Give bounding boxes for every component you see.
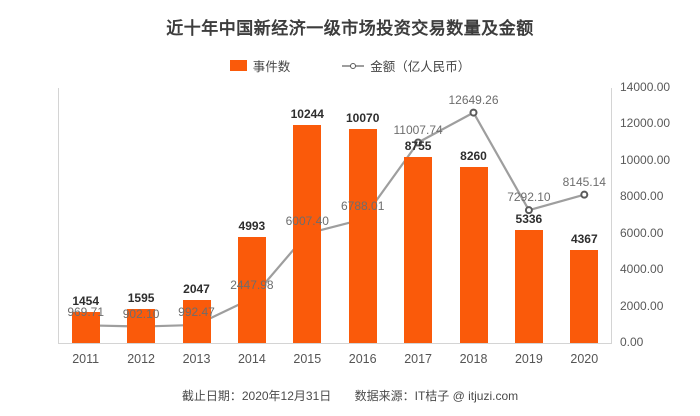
bar-2011[interactable] xyxy=(71,312,100,343)
x-axis-tick: 2011 xyxy=(72,352,100,366)
x-axis-tick: 2014 xyxy=(237,352,266,366)
y-axis-right-tick: 6000.00 xyxy=(620,225,664,240)
bar-2018[interactable] xyxy=(459,167,488,343)
chart-legend: 事件数 金额（亿人民币） xyxy=(0,56,700,75)
bar-value-label: 8755 xyxy=(404,138,432,153)
plot-area: 0200040006000800010000120000.002000.0040… xyxy=(58,80,670,366)
y-axis-right-tick: 12000.00 xyxy=(620,116,671,131)
y-axis-right-tick: 0.00 xyxy=(620,335,644,349)
x-axis-tick: 2017 xyxy=(404,352,432,366)
bar-2015[interactable] xyxy=(293,125,322,343)
legend-label-amount: 金额（亿人民币） xyxy=(370,60,471,74)
legend-item-events[interactable]: 事件数 xyxy=(229,56,291,75)
legend-label-events: 事件数 xyxy=(252,60,291,74)
amount-value-label: 6007.40 xyxy=(285,213,329,228)
amount-value-label: 6788.01 xyxy=(340,199,385,214)
amount-value-label: 8145.14 xyxy=(562,174,606,189)
x-axis-line xyxy=(58,343,612,344)
bar-value-label: 4993 xyxy=(238,218,266,233)
amount-value-label: 7292.10 xyxy=(507,190,551,205)
bar-value-label: 10070 xyxy=(346,111,380,125)
amount-value-label: 2447.98 xyxy=(230,278,274,293)
bar-value-label: 1595 xyxy=(127,291,155,306)
bar-value-label: 5336 xyxy=(515,211,543,226)
x-axis-tick: 2013 xyxy=(182,352,211,366)
chart-footer: 截止日期：2020年12月31日 数据来源：IT桔子 @ itjuzi.com xyxy=(0,387,700,404)
bar-2012[interactable] xyxy=(127,309,156,343)
bar-2014[interactable] xyxy=(237,236,266,343)
amount-value-label: 992.47 xyxy=(178,304,215,319)
amount-data-point[interactable] xyxy=(524,206,533,215)
bar-2020[interactable] xyxy=(570,250,599,343)
y-axis-right-tick: 14000.00 xyxy=(620,80,671,94)
bar-value-label: 2047 xyxy=(183,281,210,296)
bar-2016[interactable] xyxy=(348,129,377,343)
x-axis-tick: 2019 xyxy=(514,352,543,366)
legend-item-amount[interactable]: 金额（亿人民币） xyxy=(342,56,470,75)
amount-data-point[interactable] xyxy=(580,190,589,199)
bar-2019[interactable] xyxy=(514,229,543,343)
bar-value-label: 4367 xyxy=(570,232,598,247)
footer-cutoff-date: 截止日期：2020年12月31日 xyxy=(181,389,332,403)
line-marker-icon xyxy=(342,60,365,71)
y-axis-right-tick: 8000.00 xyxy=(620,189,664,204)
x-axis-tick: 2018 xyxy=(459,352,488,366)
amount-value-label: 11007.74 xyxy=(393,122,443,137)
bar-value-label: 1454 xyxy=(72,294,100,309)
x-axis-tick: 2012 xyxy=(127,352,155,366)
bar-swatch-icon xyxy=(229,60,247,71)
amount-data-point[interactable] xyxy=(414,138,423,147)
bar-value-label: 8260 xyxy=(460,149,487,164)
x-axis-tick: 2015 xyxy=(293,352,322,366)
y-axis-left-line xyxy=(58,88,59,343)
y-axis-right-tick: 4000.00 xyxy=(620,262,664,277)
bar-2013[interactable] xyxy=(182,299,211,343)
bar-value-label: 10244 xyxy=(290,107,324,122)
bar-2017[interactable] xyxy=(404,156,433,343)
y-axis-right-tick: 2000.00 xyxy=(620,298,664,313)
footer-data-source: 数据来源：IT桔子 @ itjuzi.com xyxy=(354,389,519,403)
y-axis-right-line xyxy=(611,88,612,343)
amount-value-label: 969.71 xyxy=(67,305,105,320)
x-axis-tick: 2020 xyxy=(570,352,599,366)
amount-value-label: 12649.26 xyxy=(448,92,499,107)
y-axis-right-tick: 10000.00 xyxy=(620,152,671,167)
x-axis-tick: 2016 xyxy=(348,352,377,366)
amount-value-label: 902.10 xyxy=(122,306,160,321)
amount-data-point[interactable] xyxy=(469,108,478,117)
page-title: 近十年中国新经济一级市场投资交易数量及金额 xyxy=(166,19,534,38)
